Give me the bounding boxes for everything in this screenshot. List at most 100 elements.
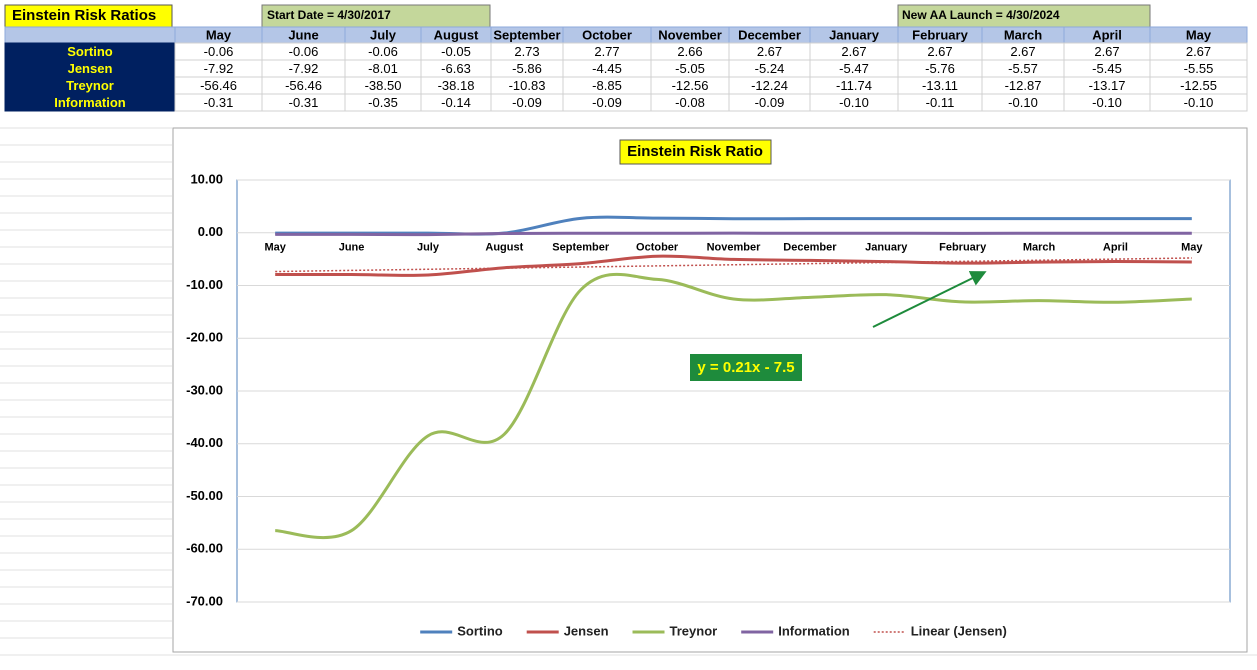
cell-value: 2.67 [1186, 44, 1211, 59]
cell-value: -12.87 [1005, 78, 1042, 93]
header-label: May [1186, 27, 1212, 42]
x-tick-label: December [783, 242, 837, 254]
legend-label: Linear (Jensen) [911, 623, 1007, 638]
y-tick-label: -40.00 [186, 435, 223, 450]
plot: 10.00 0.00 -10.00 -20.00 -30.00 -40.00 -50.00 -… [186, 171, 1231, 608]
y-tick-label: -70.00 [186, 593, 223, 608]
chart-title: Einstein Risk Ratio [627, 143, 763, 160]
cell-value: -5.05 [675, 61, 705, 76]
cell-value: -0.10 [1008, 95, 1038, 110]
cell-value: -13.11 [922, 78, 958, 93]
cell-value: -0.14 [441, 95, 471, 110]
cell-value: -0.06 [289, 44, 319, 59]
y-tick-label: -60.00 [186, 541, 223, 556]
x-tick-label: October [636, 242, 679, 254]
launch-date: New AA Launch = 4/30/2024 [902, 8, 1060, 22]
y-tick-label: 0.00 [198, 224, 223, 239]
cell-value: -0.05 [441, 44, 471, 59]
sheet-grid [0, 127, 1257, 656]
sheet-title: Einstein Risk Ratios [12, 7, 156, 24]
cell-value: -13.17 [1089, 78, 1126, 93]
cell-value: -0.35 [368, 95, 398, 110]
row-label: Sortino [67, 44, 113, 59]
cell-value: -5.24 [755, 61, 785, 76]
cell-value: -5.47 [839, 61, 869, 76]
y-tick-label: -50.00 [186, 488, 223, 503]
header-label: January [829, 27, 880, 42]
legend-label: Sortino [457, 623, 503, 638]
annotation: y = 0.21x - 7.5 [697, 359, 794, 376]
cell-value: -12.56 [672, 78, 709, 93]
cell-value: -8.85 [592, 78, 622, 93]
cell-value: 2.66 [677, 44, 702, 59]
y-tick-label: -10.00 [186, 277, 223, 292]
cell-value: 2.73 [514, 44, 539, 59]
series-line [275, 272, 1192, 540]
cell-value: -0.10 [1184, 95, 1214, 110]
cell-value: -10.83 [509, 78, 546, 93]
header-label: April [1092, 27, 1122, 42]
cell-value: -0.10 [839, 95, 869, 110]
header-label: May [206, 27, 232, 42]
cell-value: 2.67 [927, 44, 952, 59]
row-label: Jensen [68, 61, 113, 76]
x-tick-label: January [865, 242, 908, 254]
y-tick-label: -30.00 [186, 382, 223, 397]
arrow [872, 271, 987, 328]
x-tick-label: February [939, 242, 987, 254]
cell-value: -5.45 [1092, 61, 1122, 76]
header-label: September [493, 27, 560, 42]
chart-area [172, 127, 1248, 653]
cell-value: -11.74 [836, 78, 872, 93]
x-tick-label: August [485, 242, 523, 254]
cell-value: -7.92 [289, 61, 319, 76]
header-label: March [1004, 27, 1042, 42]
cell-value: -0.09 [592, 95, 622, 110]
cell-value: 2.67 [1094, 44, 1119, 59]
cell-value: -0.09 [512, 95, 542, 110]
row-label: Treynor [66, 78, 114, 93]
cell-value: -12.24 [751, 78, 788, 93]
cell-value: 2.67 [841, 44, 866, 59]
cell-value: -0.10 [1092, 95, 1122, 110]
legend-label: Treynor [670, 623, 718, 638]
row-label: Information [54, 95, 126, 110]
ratio-table: May June July August September October Novembe… [4, 26, 1248, 112]
x-tick-label: June [339, 242, 365, 254]
cell-value: -7.92 [204, 61, 234, 76]
cell-value: -4.45 [592, 61, 622, 76]
cell-value: -5.57 [1008, 61, 1038, 76]
cell-value: -5.55 [1184, 61, 1214, 76]
cell-value: -0.31 [289, 95, 319, 110]
start-date: Start Date = 4/30/2017 [267, 8, 391, 22]
cell-value: -0.08 [675, 95, 705, 110]
y-tick-label: 10.00 [190, 171, 223, 186]
cell-value: 2.77 [594, 44, 619, 59]
x-tick-label: May [1181, 242, 1203, 254]
cell-value: -0.09 [755, 95, 785, 110]
cell-value: -12.55 [1180, 78, 1217, 93]
cell-value: -5.86 [512, 61, 542, 76]
header-label: October [582, 27, 632, 42]
cell-value: -38.18 [438, 78, 475, 93]
legend: Sortino Jensen Treynor Information Linear (J… [420, 623, 1007, 638]
cell-value: -0.31 [204, 95, 234, 110]
value-cell [1149, 93, 1248, 112]
x-tick-label: May [264, 242, 286, 254]
x-tick-label: July [417, 242, 440, 254]
header-label: February [912, 27, 968, 42]
cell-value: -0.06 [204, 44, 234, 59]
x-tick-label: November [707, 242, 762, 254]
header-label: July [370, 27, 397, 42]
series-line [275, 254, 1192, 277]
x-tick-label: March [1023, 242, 1056, 254]
cell-value: -56.46 [285, 78, 322, 93]
series-line [275, 231, 1192, 237]
header-blank [4, 26, 176, 44]
cell-value: -0.11 [926, 95, 955, 110]
legend-label: Jensen [564, 623, 609, 638]
cell-value: -0.06 [368, 44, 398, 59]
y-tick-label: -20.00 [186, 330, 223, 345]
